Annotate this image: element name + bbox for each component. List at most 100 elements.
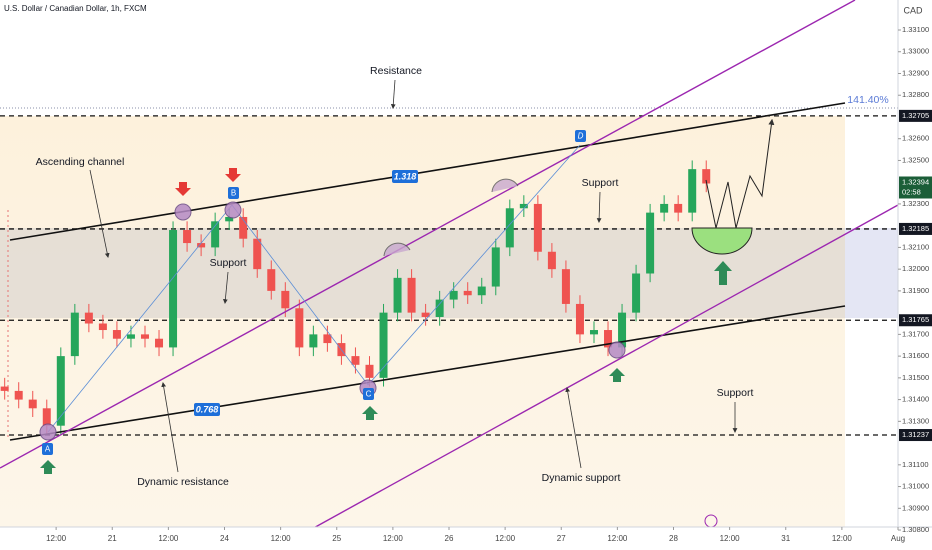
y-tick-label: 1.31300 (902, 416, 929, 425)
candle-body (618, 312, 627, 348)
candle-body (281, 290, 290, 309)
x-tick-label: 12:00 (832, 534, 853, 543)
point-label: A (45, 445, 51, 454)
channel-upper (9, 102, 846, 241)
abcd-pattern (47, 144, 581, 433)
candle-body (239, 216, 248, 239)
candle-body (702, 169, 711, 184)
candle-body (112, 330, 121, 339)
x-tick-label: 12:00 (607, 534, 628, 543)
candle-body (421, 312, 430, 317)
y-tick-label: 1.33000 (902, 47, 929, 56)
ratio-label: 0.768 (196, 404, 219, 414)
pivot (174, 203, 192, 221)
down-arrow (175, 182, 191, 196)
level-badge (899, 109, 932, 122)
candle-body (604, 330, 613, 348)
pivot (39, 423, 57, 441)
x-tick-label: Aug (891, 534, 905, 543)
candle-body (351, 356, 360, 365)
annotation: Support (210, 257, 247, 269)
candle-body (660, 203, 669, 213)
level-badge (899, 429, 932, 442)
candle-body (42, 408, 51, 426)
candle-body (519, 203, 528, 209)
candle-body (267, 269, 276, 291)
level-label: 1.32185 (902, 224, 929, 233)
annotation: 141.40% (847, 94, 888, 106)
candle-body (84, 312, 93, 324)
candle-body (14, 390, 23, 400)
down-arrow (225, 168, 241, 182)
candle-body (155, 338, 164, 348)
candle-body (0, 386, 9, 391)
annotation: Ascending channel (36, 156, 125, 168)
price-axis (898, 0, 932, 550)
x-tick-label: 12:00 (158, 534, 179, 543)
annotation: Dynamic resistance (137, 476, 229, 488)
point-label: C (366, 390, 372, 399)
x-tick-label: 24 (220, 534, 229, 543)
y-tick-label: 1.32800 (902, 90, 929, 99)
candle-body (126, 334, 135, 339)
y-tick-label: 1.32500 (902, 155, 929, 164)
level-label: 1.32705 (902, 111, 929, 120)
y-tick-label: 1.31900 (902, 286, 929, 295)
candle-body (295, 308, 304, 348)
point-badge (228, 187, 239, 199)
candle-body (435, 299, 444, 317)
last-price-label: 1.32394 (902, 177, 929, 186)
level-badge (899, 222, 932, 235)
channel-lower (9, 305, 846, 441)
candle-body (463, 290, 472, 296)
point-badge (575, 130, 586, 142)
pointer (161, 382, 179, 473)
ratio-badge (194, 403, 220, 416)
candle-body (393, 277, 402, 313)
up-arrow (362, 406, 378, 420)
candle-body (561, 269, 570, 304)
candle-body (575, 303, 584, 335)
candle-body (589, 330, 598, 335)
y-tick-label: 1.32600 (902, 134, 929, 143)
y-tick-label: 1.33100 (902, 25, 929, 34)
cup (691, 227, 753, 255)
x-tick-label: 21 (108, 534, 117, 543)
x-tick-label: 26 (445, 534, 454, 543)
dynamic-resistance-line (0, 0, 856, 469)
candle-body (491, 247, 500, 287)
candle-body (674, 203, 683, 213)
x-tick-label: 12:00 (720, 534, 741, 543)
annotation: Dynamic support (542, 472, 621, 484)
pointer (222, 271, 229, 304)
candle-body (211, 221, 220, 248)
x-tick-label: 27 (557, 534, 566, 543)
y-tick-label: 1.31700 (902, 329, 929, 338)
candle-body (407, 277, 416, 313)
countdown: 02:58 (902, 187, 921, 196)
y-tick-label: 1.30900 (902, 503, 929, 512)
candle-body (505, 208, 514, 248)
up-arrow (714, 261, 732, 285)
level-badge (899, 314, 932, 327)
x-tick-label: 25 (332, 534, 341, 543)
point-label: D (578, 132, 584, 141)
level-label: 1.31765 (902, 315, 929, 324)
y-tick-label: 1.31600 (902, 351, 929, 360)
pointer (565, 387, 582, 469)
point-badge (363, 388, 374, 400)
y-tick-label: 1.32100 (902, 242, 929, 251)
candle-body (688, 169, 697, 213)
candle-body (547, 251, 556, 270)
y-tick-label: 1.32000 (902, 264, 929, 273)
y-tick-label: 1.30800 (902, 525, 929, 534)
y-tick-label: 1.32300 (902, 199, 929, 208)
candle-body (197, 243, 206, 248)
annotation: Resistance (370, 65, 422, 77)
candle-body (379, 312, 388, 378)
x-tick-label: 31 (781, 534, 790, 543)
x-tick-label: 12:00 (46, 534, 67, 543)
pointer (390, 79, 396, 109)
candle-body (323, 334, 332, 344)
